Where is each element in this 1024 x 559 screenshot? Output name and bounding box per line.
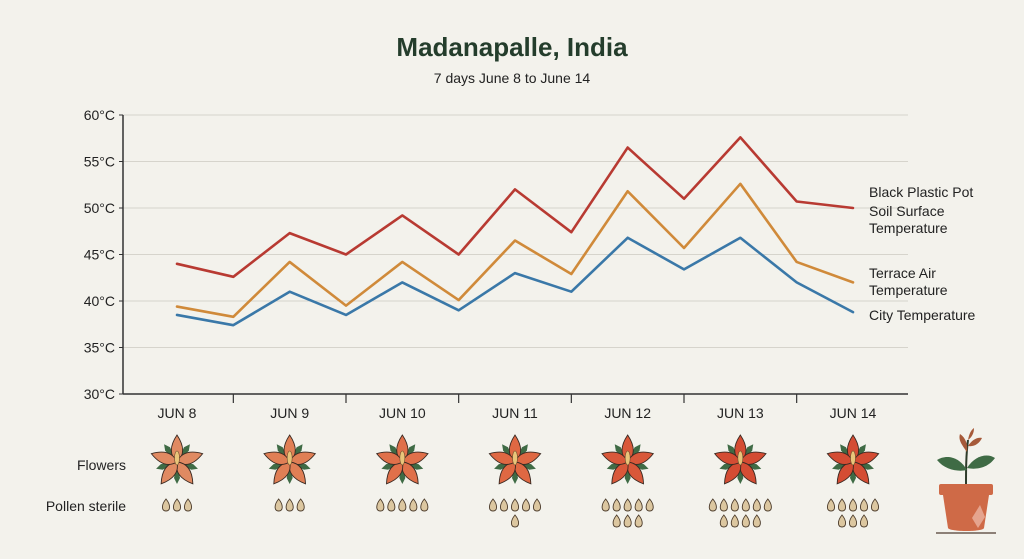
series-line xyxy=(175,182,855,319)
pollen-drop-icon xyxy=(741,498,750,512)
pollen-drop-icon xyxy=(730,514,739,528)
pollen-drop-icon xyxy=(274,498,283,512)
pollen-drop-icon xyxy=(409,498,418,512)
pollen-drop-icon xyxy=(420,498,429,512)
x-tick-label: JUN 8 xyxy=(158,405,197,421)
chart-title: Madanapalle, India xyxy=(396,32,628,62)
chart-subtitle: 7 days June 8 to June 14 xyxy=(433,70,591,86)
pollen-drop-icon xyxy=(521,498,531,512)
pollen-drop-icon xyxy=(730,498,739,512)
flower-icon xyxy=(488,434,542,485)
pollen-drop-icon xyxy=(612,514,621,528)
pollen-drop-icon xyxy=(612,498,621,512)
pollen-drop-icon xyxy=(826,498,836,512)
pollen-drop-icon xyxy=(837,498,847,512)
y-tick-label: 45°C xyxy=(84,247,115,263)
pollen-drop-icon xyxy=(623,498,632,512)
pollen-drop-icon xyxy=(741,514,750,528)
pollen-drop-icon xyxy=(532,498,542,512)
pollen-drop-icon xyxy=(296,498,305,512)
series-line xyxy=(175,136,855,279)
series-label: City Temperature xyxy=(869,307,976,323)
x-tick-label: JUN 14 xyxy=(830,405,877,421)
pollen-drop-icon xyxy=(623,514,632,528)
potted-plant-icon xyxy=(936,428,996,534)
pollen-row-label: Pollen sterile xyxy=(45,498,126,514)
pollen-drop-icon xyxy=(387,498,396,512)
pollen-drop-icon xyxy=(398,498,407,512)
y-tick-label: 40°C xyxy=(84,293,115,309)
x-tick-label: JUN 13 xyxy=(717,405,764,421)
y-tick-label: 50°C xyxy=(84,200,115,216)
x-tick-label: JUN 9 xyxy=(270,405,309,421)
pollen-drop-icon xyxy=(183,498,193,512)
pollen-drop-icon xyxy=(763,498,772,512)
series-label: Temperature xyxy=(869,282,948,298)
x-tick-label: JUN 12 xyxy=(604,405,651,421)
flower-icon xyxy=(375,434,429,485)
pollen-drop-icon xyxy=(848,498,858,512)
pollen-drop-icon xyxy=(837,514,847,528)
pollen-drop-icon xyxy=(634,498,643,512)
pollen-drop-icon xyxy=(161,498,171,512)
flower-icon xyxy=(150,434,204,485)
pollen-drop-icon xyxy=(859,498,869,512)
pollen-drop-icon xyxy=(488,498,498,512)
pollen-drop-icon xyxy=(172,498,182,512)
series-label: Terrace Air xyxy=(869,265,936,281)
pollen-drop-icon xyxy=(634,514,643,528)
series-line xyxy=(175,236,855,327)
flower-icon xyxy=(826,434,880,485)
series-label: Soil Surface xyxy=(869,203,945,219)
y-tick-label: 60°C xyxy=(84,107,115,123)
pollen-drop-icon xyxy=(752,514,761,528)
flower-icon xyxy=(713,434,767,485)
pollen-drop-icon xyxy=(752,498,761,512)
pollen-drop-icon xyxy=(848,514,858,528)
pollen-drop-icon xyxy=(285,498,294,512)
pollen-drop-icon xyxy=(499,498,509,512)
pollen-drop-icon xyxy=(510,514,520,528)
flower-icon xyxy=(263,434,317,485)
pollen-drop-icon xyxy=(510,498,520,512)
y-tick-label: 55°C xyxy=(84,154,115,170)
y-tick-label: 35°C xyxy=(84,340,115,356)
pollen-drop-icon xyxy=(719,514,728,528)
pollen-drop-icon xyxy=(870,498,880,512)
pollen-drop-icon xyxy=(719,498,728,512)
flower-icon xyxy=(601,434,655,485)
x-tick-label: JUN 11 xyxy=(492,405,538,421)
pollen-drop-icon xyxy=(645,498,654,512)
flowers-row-label: Flowers xyxy=(76,457,126,473)
x-tick-label: JUN 10 xyxy=(379,405,426,421)
pollen-drop-icon xyxy=(601,498,610,512)
y-tick-label: 30°C xyxy=(84,386,115,402)
pollen-drop-icon xyxy=(376,498,385,512)
pollen-drop-icon xyxy=(708,498,717,512)
series-label: Black Plastic Pot xyxy=(869,184,973,200)
series-label: Temperature xyxy=(869,220,948,236)
pollen-drop-icon xyxy=(859,514,869,528)
